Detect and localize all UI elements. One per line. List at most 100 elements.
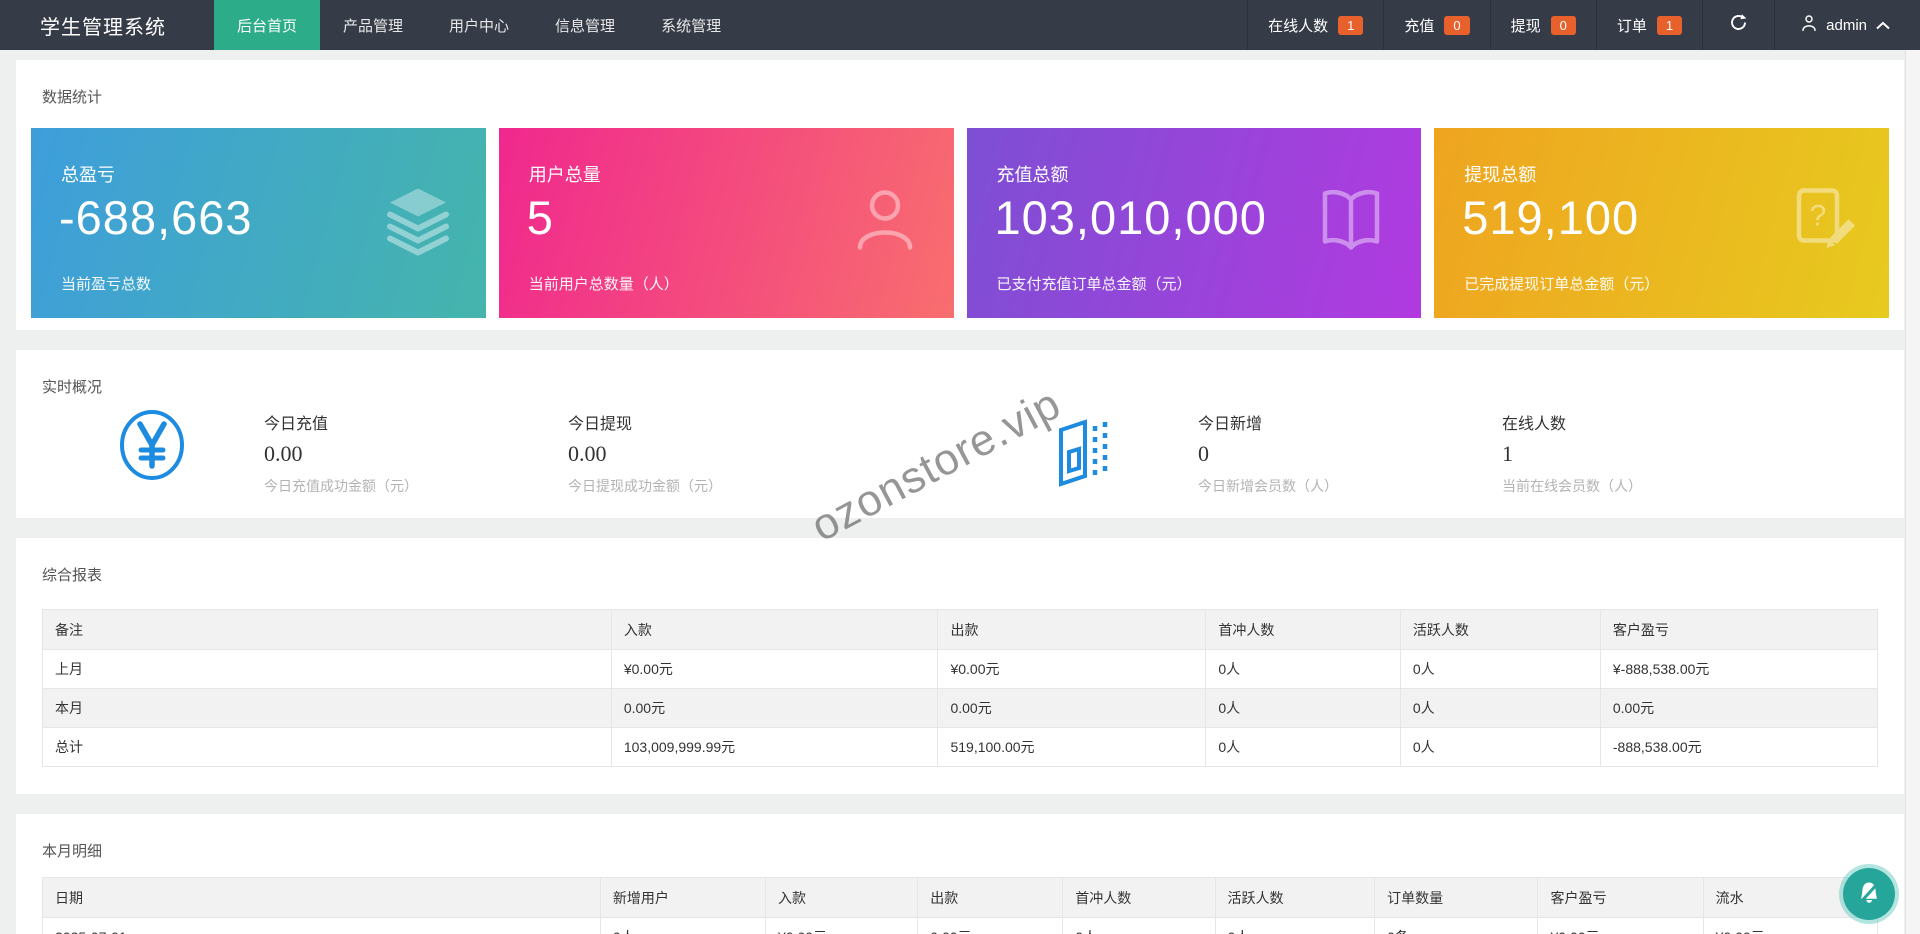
cell: 0人 xyxy=(1399,649,1601,689)
realtime-item-title: 今日新增 xyxy=(1198,416,1263,433)
chevron-up-icon xyxy=(1876,17,1890,34)
cell: ¥0.00元 xyxy=(764,917,919,934)
building-icon xyxy=(1053,414,1113,497)
column-header: 入款 xyxy=(764,877,919,918)
cell: ¥0.00元 xyxy=(937,649,1207,689)
detail-header-row: 日期 新增用户 入款 出款 首冲人数 活跃人数 订单数量 客户盈亏 流水 xyxy=(42,877,1879,918)
cell: 0人 xyxy=(1205,649,1401,689)
realtime-item-recharge: 今日充值 0.00 今日充值成功金额（元） xyxy=(264,410,418,496)
card-value: 5 xyxy=(526,191,554,244)
card-label: 提现总额 xyxy=(1464,165,1537,185)
column-header: 入款 xyxy=(610,609,939,650)
nav-stat-recharge[interactable]: 充值 0 xyxy=(1383,0,1489,50)
realtime-panel-title: 实时概况 xyxy=(42,379,103,396)
cell: 103,009,999.99元 xyxy=(610,727,939,767)
mute-notifications-fab[interactable] xyxy=(1843,868,1895,920)
nav-stat-online[interactable]: 在线人数 1 xyxy=(1247,0,1383,50)
cell: 519,100.00元 xyxy=(937,727,1207,767)
detail-table: 日期 新增用户 入款 出款 首冲人数 活跃人数 订单数量 客户盈亏 流水 202… xyxy=(42,877,1879,934)
realtime-item-caption: 今日新增会员数（人） xyxy=(1198,478,1338,494)
withdraw-count-badge: 0 xyxy=(1550,15,1576,35)
user-menu[interactable]: admin xyxy=(1774,0,1920,50)
card-value: 103,010,000 xyxy=(994,191,1267,244)
stats-panel: 数据统计 总盈亏 -688,663 当前盈亏总数 用户总量 5 xyxy=(16,60,1904,330)
column-header: 订单数量 xyxy=(1374,877,1539,918)
card-caption: 已完成提现订单总金额（元） xyxy=(1464,276,1660,293)
card-value: -688,663 xyxy=(59,191,253,244)
realtime-item-value: 0 xyxy=(1198,441,1209,466)
column-header: 首冲人数 xyxy=(1205,609,1401,650)
card-caption: 当前用户总数量（人） xyxy=(528,276,679,293)
report-table: 备注 入款 出款 首冲人数 活跃人数 客户盈亏 上月 ¥0.00元 ¥0.00元… xyxy=(42,609,1879,767)
column-header: 新增用户 xyxy=(599,877,766,918)
svg-text:?: ? xyxy=(1810,200,1827,233)
nav-item-messages[interactable]: 信息管理 xyxy=(555,17,616,35)
nav-stat-orders[interactable]: 订单 1 xyxy=(1595,0,1702,50)
cell: 0人 xyxy=(1205,688,1401,728)
cell: ¥0.00元 xyxy=(610,649,939,689)
main-menu: 后台首页 产品管理 用户中心 信息管理 系统管理 xyxy=(214,0,744,50)
nav-item-users[interactable]: 用户中心 xyxy=(449,17,510,35)
cell: 0.00元 xyxy=(937,688,1207,728)
app-title: 学生管理系统 xyxy=(40,16,166,39)
cell: 上月 xyxy=(42,649,612,689)
realtime-item-value: 0.00 xyxy=(264,441,303,466)
column-header: 活跃人数 xyxy=(1214,877,1376,918)
cell: -888,538.00元 xyxy=(1599,727,1879,767)
column-header: 备注 xyxy=(42,609,612,650)
card-value: 519,100 xyxy=(1462,191,1640,244)
cell: 0.00元 xyxy=(610,688,939,728)
column-header: 出款 xyxy=(937,609,1207,650)
cell: 0.00元 xyxy=(917,917,1064,934)
card-label: 充值总额 xyxy=(996,165,1069,185)
card-label: 总盈亏 xyxy=(61,165,115,185)
nav-stat-withdraw[interactable]: 提现 0 xyxy=(1489,0,1596,50)
nav-item-dashboard[interactable]: 后台首页 xyxy=(214,0,321,50)
column-header: 客户盈亏 xyxy=(1537,877,1704,918)
report-panel-title: 综合报表 xyxy=(42,567,103,584)
cell: 0人 xyxy=(1399,727,1601,767)
scrollbar-track[interactable] xyxy=(1905,50,1920,934)
table-row: 上月 ¥0.00元 ¥0.00元 0人 0人 ¥-888,538.00元 xyxy=(42,649,1879,689)
bell-slash-icon xyxy=(1855,879,1883,910)
cell: 0.00元 xyxy=(1599,688,1879,728)
realtime-item-title: 今日提现 xyxy=(568,416,633,433)
realtime-item-title: 在线人数 xyxy=(1502,416,1567,433)
stat-cards-row: 总盈亏 -688,663 当前盈亏总数 用户总量 5 当前用户总数量（人） xyxy=(16,107,1904,318)
realtime-item-caption: 今日充值成功金额（元） xyxy=(264,478,418,494)
layers-icon xyxy=(382,185,454,262)
user-icon xyxy=(848,184,922,263)
card-total-profit: 总盈亏 -688,663 当前盈亏总数 xyxy=(31,128,486,318)
card-caption: 已支付充值订单总金额（元） xyxy=(996,276,1192,293)
cell: 0人 xyxy=(599,917,766,934)
realtime-item-caption: 今日提现成功金额（元） xyxy=(568,478,722,494)
cell: 0人 xyxy=(1214,917,1376,934)
card-total-users: 用户总量 5 当前用户总数量（人） xyxy=(498,128,954,318)
online-count-badge: 1 xyxy=(1338,15,1364,35)
table-row: 本月 0.00元 0.00元 0人 0人 0.00元 xyxy=(42,688,1879,728)
cell: 总计 xyxy=(42,727,612,767)
username: admin xyxy=(1826,16,1867,34)
refresh-button[interactable] xyxy=(1702,0,1774,50)
cell: 0人 xyxy=(1205,727,1401,767)
realtime-panel: 实时概况 今日充值 0.00 今日充值成功金额（元） 今日提现 0.00 今日提… xyxy=(16,350,1904,518)
cell: 0条 xyxy=(1374,917,1539,934)
realtime-item-online: 在线人数 1 当前在线会员数（人） xyxy=(1502,410,1642,496)
card-caption: 当前盈亏总数 xyxy=(61,276,152,293)
cell: 0人 xyxy=(1062,917,1216,934)
detail-panel-title: 本月明细 xyxy=(42,843,103,860)
column-header: 客户盈亏 xyxy=(1599,609,1879,650)
nav-item-products[interactable]: 产品管理 xyxy=(343,17,404,35)
doc-question-icon: ? xyxy=(1785,185,1857,262)
cell: ¥-888,538.00元 xyxy=(1599,649,1879,689)
realtime-item-withdraw: 今日提现 0.00 今日提现成功金额（元） xyxy=(568,410,722,496)
column-header: 首冲人数 xyxy=(1062,877,1216,918)
report-header-row: 备注 入款 出款 首冲人数 活跃人数 客户盈亏 xyxy=(42,609,1879,650)
table-row: 总计 103,009,999.99元 519,100.00元 0人 0人 -88… xyxy=(42,727,1879,767)
nav-stat-label: 充值 xyxy=(1404,17,1435,35)
nav-item-system[interactable]: 系统管理 xyxy=(661,17,722,35)
card-total-recharge: 充值总额 103,010,000 已支付充值订单总金额（元） xyxy=(966,128,1422,318)
card-label: 用户总量 xyxy=(528,165,601,185)
nav-stat-label: 提现 xyxy=(1510,17,1541,35)
cell: ¥0.00元 xyxy=(1702,917,1879,934)
